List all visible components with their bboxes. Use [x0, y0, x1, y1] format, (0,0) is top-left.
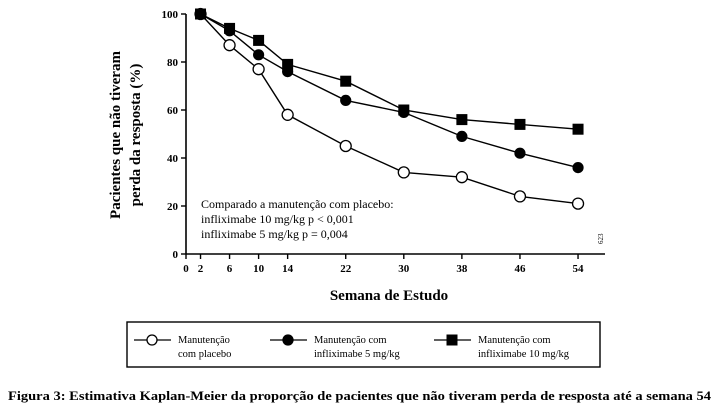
- series-inflix10: [195, 8, 584, 135]
- y-tick-label: 80: [167, 57, 179, 69]
- legend-marker-open-circle: [146, 334, 158, 346]
- legend-label-inflix5-line-1: Manutenção com: [314, 335, 387, 346]
- y-tick-label: 100: [162, 9, 179, 21]
- figure-caption: Figura 3: Estimativa Kaplan-Meier da pro…: [8, 388, 712, 403]
- figure-code-label: 623: [597, 233, 605, 244]
- data-point-inflix10: [195, 8, 207, 20]
- x-tick-label: 54: [573, 263, 585, 275]
- y-axis-title: Pacientes que não tiveram perda da respo…: [108, 51, 144, 219]
- y-axis-label-line-1: Pacientes que não tiveram: [108, 51, 124, 219]
- data-point-inflix10: [572, 123, 584, 135]
- axes: [185, 14, 605, 255]
- data-point-inflix5: [514, 147, 526, 159]
- x-tick-label: 6: [227, 263, 233, 275]
- y-tick-label: 20: [167, 201, 179, 213]
- legend-marker-filled-circle: [282, 334, 294, 346]
- y-tick-label: 0: [173, 249, 179, 261]
- data-point-placebo: [281, 108, 294, 121]
- data-point-placebo: [513, 190, 527, 203]
- data-point-inflix10: [340, 75, 352, 87]
- y-tick-label: 40: [167, 153, 179, 165]
- y-ticks: 0 20 40 60 80 100: [162, 9, 186, 261]
- x-axis-label: Semana de Estudo: [330, 288, 448, 304]
- x-tick-label: 14: [282, 263, 294, 275]
- data-point-inflix5: [456, 130, 468, 142]
- data-point-inflix5: [340, 94, 352, 107]
- x-tick-label: 38: [456, 263, 468, 275]
- data-point-inflix10: [282, 58, 294, 70]
- series-inflix5: [194, 8, 584, 174]
- y-tick-label: 60: [167, 105, 179, 117]
- x-tick-label: 46: [514, 263, 526, 275]
- data-point-inflix5: [253, 49, 265, 61]
- x-tick-label: 30: [398, 263, 410, 275]
- data-point-placebo: [223, 39, 236, 52]
- legend-box: [126, 321, 601, 368]
- legend-marker-filled-square: [446, 334, 458, 346]
- legend-item-placebo: Manutenção com placebo: [134, 334, 231, 360]
- series-placebo: [194, 7, 585, 210]
- x-tick-label: 2: [198, 263, 204, 275]
- legend-label-inflix10-line-1: Manutenção com: [478, 335, 551, 346]
- legend-label-inflix5-line-2: infliximabe 5 mg/kg: [314, 349, 400, 360]
- data-point-placebo: [339, 139, 352, 153]
- legend-item-inflix10: Manutenção com infliximabe 10 mg/kg: [434, 334, 570, 360]
- x-tick-label: 22: [340, 263, 352, 275]
- legend-label-placebo-line-2: com placebo: [178, 349, 231, 360]
- legend-label-placebo-line-1: Manutenção: [178, 335, 230, 346]
- data-point-inflix10: [224, 22, 236, 34]
- annotation-line-1: Comparado a manutenção com placebo:: [201, 197, 394, 211]
- x-ticks: 0 2 6 10 14 22 30 38 46 54: [183, 254, 584, 275]
- series-layer: [194, 7, 585, 210]
- legend-label-inflix10-line-2: infliximabe 10 mg/kg: [478, 349, 570, 360]
- data-point-inflix10: [398, 104, 410, 116]
- data-point-inflix10: [253, 34, 265, 46]
- data-point-inflix10: [456, 114, 468, 126]
- data-point-inflix10: [514, 118, 526, 130]
- annotation-line-3: infliximabe 5 mg/kg p = 0,004: [201, 227, 348, 241]
- legend: Manutenção com placebo Manutenção com in…: [126, 321, 601, 368]
- data-point-inflix5: [572, 162, 584, 174]
- y-axis-label-line-2: perda da resposta (%): [128, 64, 144, 207]
- annotation-line-2: infliximabe 10 mg/kg p < 0,001: [201, 212, 354, 226]
- data-point-placebo: [397, 166, 410, 179]
- data-point-placebo: [252, 63, 265, 76]
- data-point-placebo: [455, 171, 469, 184]
- x-tick-label: 0: [183, 263, 189, 275]
- legend-item-inflix5: Manutenção com infliximabe 5 mg/kg: [270, 334, 400, 360]
- data-point-placebo: [571, 197, 585, 210]
- p-value-annotation: Comparado a manutenção com placebo: infl…: [201, 197, 394, 241]
- x-tick-label: 10: [253, 263, 265, 275]
